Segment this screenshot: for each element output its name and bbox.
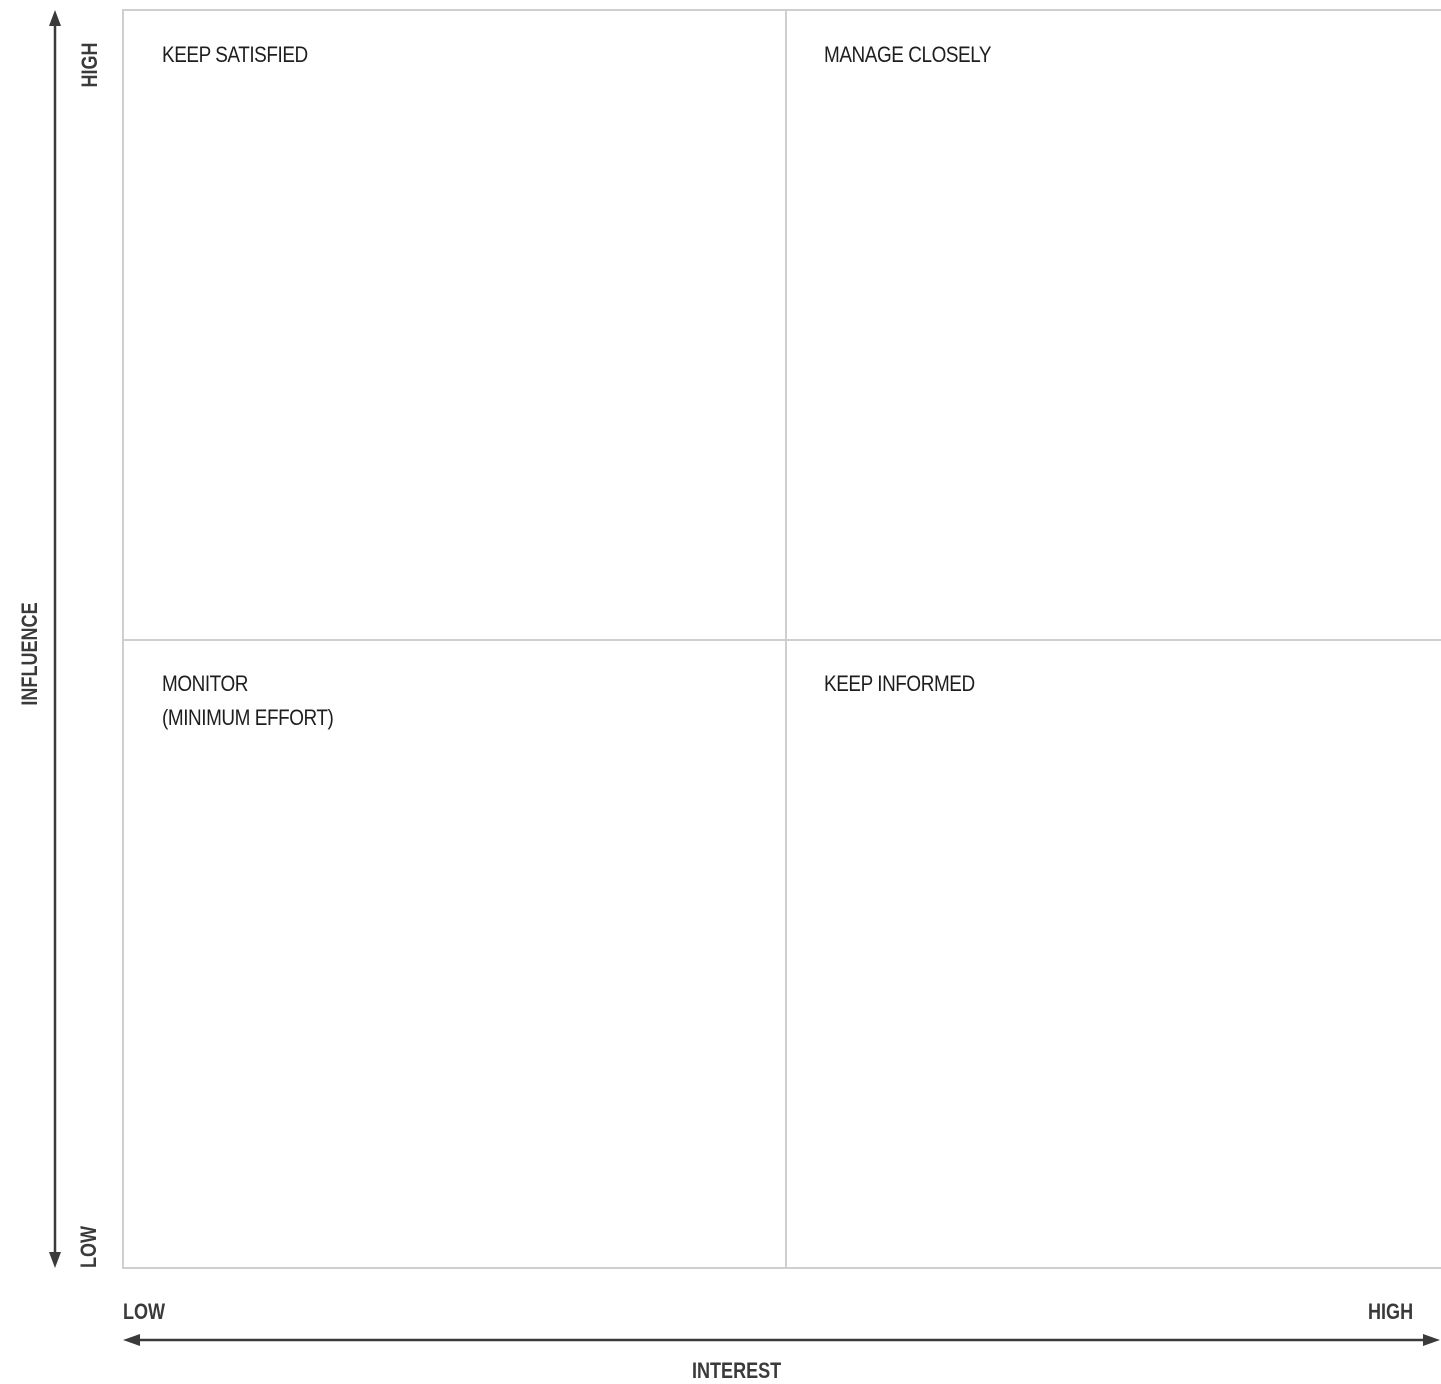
quadrant-label: KEEP INFORMED xyxy=(824,671,975,696)
x-axis-title: INTEREST xyxy=(692,1358,782,1383)
quadrant-label: MONITOR xyxy=(162,671,248,696)
horizontal-divider xyxy=(124,639,1441,641)
y-axis-high-label: HIGH xyxy=(77,42,102,88)
y-axis-low-label: LOW xyxy=(76,1225,101,1269)
quadrant-grid xyxy=(122,9,1441,1269)
y-axis-arrow-head-down xyxy=(49,1252,61,1268)
quadrant-monitor: MONITOR (MINIMUM EFFORT) xyxy=(162,667,334,735)
quadrant-keep-informed: KEEP INFORMED xyxy=(824,667,975,701)
x-axis-low-label: LOW xyxy=(123,1299,166,1324)
x-axis-arrow-head-left xyxy=(123,1334,140,1346)
quadrant-manage-closely: MANAGE CLOSELY xyxy=(824,38,992,72)
quadrant-keep-satisfied: KEEP SATISFIED xyxy=(162,38,308,72)
quadrant-label: MANAGE CLOSELY xyxy=(824,42,992,67)
y-axis-arrow-head-up xyxy=(49,10,61,26)
x-axis-high-label: HIGH xyxy=(1368,1299,1414,1324)
x-axis-arrow-head-right xyxy=(1423,1334,1440,1346)
quadrant-label: KEEP SATISFIED xyxy=(162,42,308,67)
quadrant-sublabel: (MINIMUM EFFORT) xyxy=(162,705,334,730)
y-axis-title: INFLUENCE xyxy=(17,602,42,706)
